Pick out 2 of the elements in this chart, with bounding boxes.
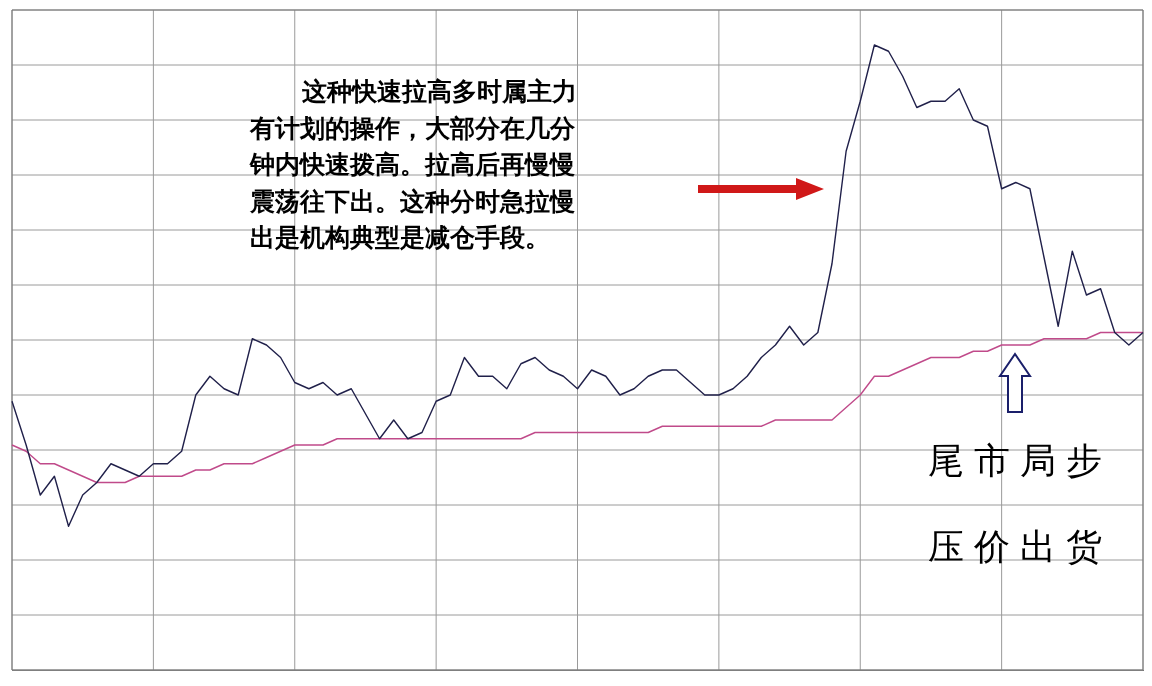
text: 尾市局步压价出货 (928, 440, 1112, 567)
annotation: 这种快速拉高多时属主力有计划的操作，大部分在几分钟内快速拨高。拉高后再慢慢震荡往下出。这种分时急拉慢出是机构典型是减仓手段。 (250, 76, 578, 254)
